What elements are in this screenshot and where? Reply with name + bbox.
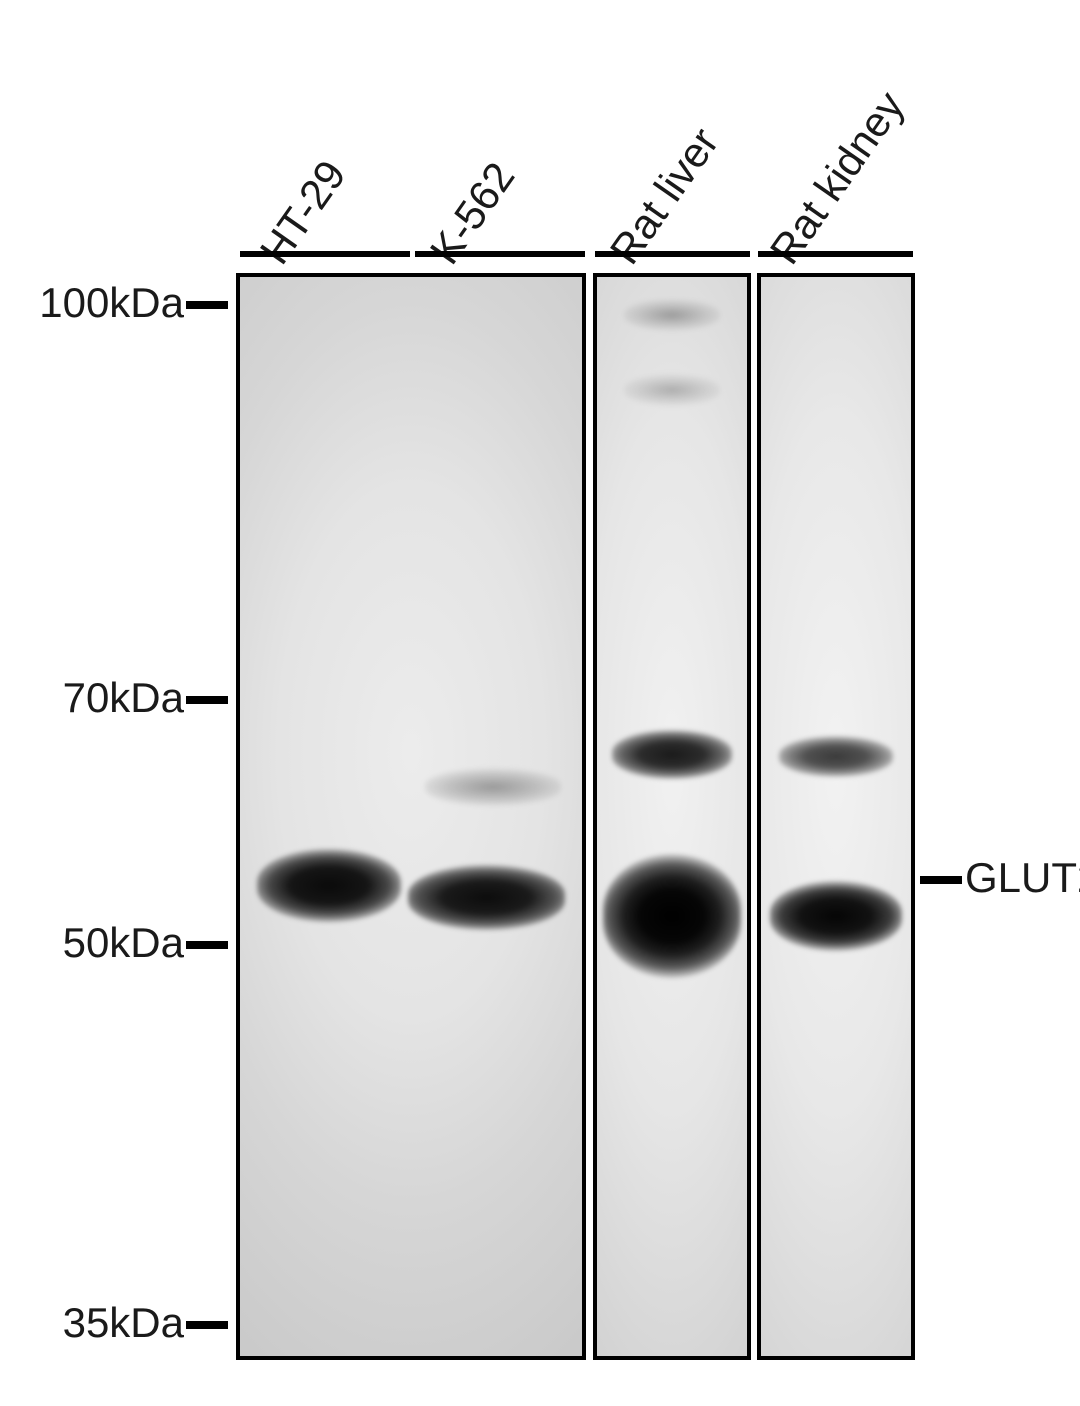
blot-panel — [757, 273, 915, 1360]
mw-marker-tick — [186, 1321, 228, 1329]
lane-underline — [240, 251, 410, 257]
blot-panel — [593, 273, 751, 1360]
blot-panel-background — [240, 277, 582, 1356]
mw-marker-tick — [186, 696, 228, 704]
protein-label-text: GLUT2 — [965, 854, 1080, 901]
western-blot-figure: HT-29K-562Rat liverRat kidney 100kDa70kD… — [0, 0, 1080, 1406]
mw-marker-label: 35kDa — [63, 1299, 184, 1347]
lane-label: Rat liver — [601, 119, 729, 273]
lane-underline — [415, 251, 585, 257]
blot-panel-background — [597, 277, 747, 1356]
mw-marker-text: 100kDa — [39, 279, 184, 326]
blot-band — [770, 881, 902, 951]
lane-underline — [758, 251, 913, 257]
blot-band — [257, 849, 401, 922]
mw-marker-label: 100kDa — [39, 279, 184, 327]
protein-label: GLUT2 — [965, 854, 1080, 902]
blot-panel — [236, 273, 586, 1360]
mw-marker-text: 35kDa — [63, 1299, 184, 1346]
mw-marker-tick — [186, 301, 228, 309]
blot-band — [624, 299, 720, 331]
mw-marker-label: 50kDa — [63, 919, 184, 967]
mw-marker-label: 70kDa — [63, 674, 184, 722]
blot-band — [408, 865, 565, 930]
lane-underline — [595, 251, 750, 257]
mw-marker-text: 50kDa — [63, 919, 184, 966]
blot-band — [425, 768, 562, 806]
mw-marker-tick — [186, 941, 228, 949]
lane-label-text: Rat kidney — [761, 83, 913, 273]
blot-panel-background — [761, 277, 911, 1356]
lane-label-text: Rat liver — [601, 119, 728, 272]
protein-label-tick — [920, 876, 962, 884]
mw-marker-text: 70kDa — [63, 674, 184, 721]
blot-band — [779, 736, 893, 777]
lane-label: Rat kidney — [761, 83, 914, 273]
blot-band — [603, 854, 741, 978]
blot-band — [612, 730, 732, 779]
blot-band — [624, 374, 720, 406]
